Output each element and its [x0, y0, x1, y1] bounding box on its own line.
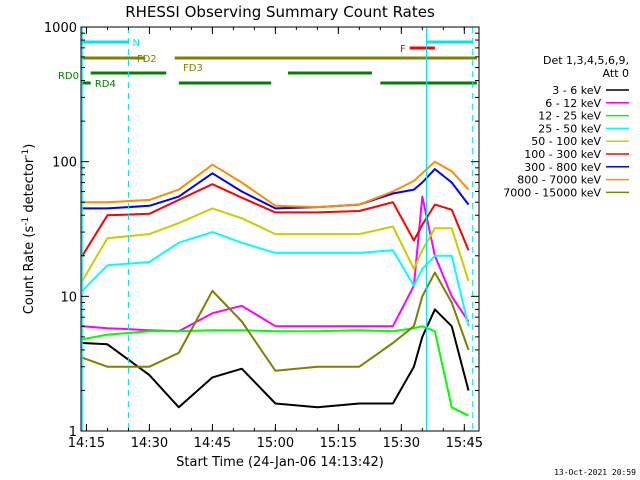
- y-tick-label-2: 100: [52, 156, 77, 171]
- series-line-3: [81, 231, 470, 327]
- legend-label-7: 800 - 7000 keV: [517, 174, 601, 187]
- vertical-marker-layer: [81, 27, 474, 431]
- y-tick-label-1: 10: [60, 290, 77, 305]
- legend-label-6: 300 - 800 keV: [524, 161, 601, 174]
- legend-label-2: 12 - 25 keV: [538, 110, 601, 123]
- legend-label-0: 3 - 6 keV: [552, 84, 601, 97]
- x-tick-label-4: 15:15: [320, 436, 357, 451]
- y-axis-label: Count Rate (s-1 detector-1): [21, 144, 37, 315]
- flag-label-fd2: FD2: [137, 54, 157, 65]
- y-axis-label-sup-1: -1: [21, 217, 31, 226]
- x-tick-label-3: 15:00: [257, 436, 294, 451]
- series-layer: [81, 160, 470, 417]
- axis-layer: 14:15 14:30 14:45 15:00 15:15 15:30 15:45 1 10 10…: [44, 21, 483, 451]
- x-tick-label-5: 15:30: [383, 436, 420, 451]
- flag-label-f: F: [400, 44, 406, 55]
- series-line-8: [81, 271, 470, 372]
- y-axis-label-end: ): [22, 144, 37, 149]
- chart-title: RHESSI Observing Summary Count Rates: [125, 3, 435, 21]
- x-tick-label-6: 15:45: [446, 436, 483, 451]
- flag-label-n: N: [132, 38, 139, 49]
- plot-frame: [80, 26, 480, 432]
- flag-label-fd3: FD3: [183, 63, 203, 74]
- legend-label-4: 50 - 100 keV: [531, 135, 601, 148]
- y-tick-label-0: 1: [69, 425, 77, 440]
- x-axis-label: Start Time (24-Jan-06 14:13:42): [176, 455, 384, 470]
- legend-label-1: 6 - 12 keV: [545, 97, 601, 110]
- generation-timestamp: 13-Oct-2021 20:59: [554, 468, 636, 477]
- series-line-2: [82, 325, 469, 417]
- legend-header-line-1: Det 1,3,4,5,6,9,: [543, 54, 629, 67]
- series-line-4: [81, 207, 470, 282]
- y-axis-label-mid: detector: [22, 157, 37, 217]
- series-line-0: [82, 308, 470, 409]
- x-tick-label-2: 14:45: [194, 436, 231, 451]
- legend-label-3: 25 - 50 keV: [538, 122, 601, 135]
- x-tick-label-1: 14:30: [131, 436, 168, 451]
- flag-label-rd4: RD4: [95, 79, 116, 90]
- flag-label-rd0: RD0: [58, 71, 79, 82]
- legend-header-line-2: Att 0: [603, 67, 629, 80]
- legend-label-8: 7000 - 15000 keV: [503, 186, 601, 199]
- legend-label-5: 100 - 300 keV: [524, 148, 601, 161]
- x-tick-label-0: 14:15: [68, 436, 105, 451]
- series-line-7: [82, 160, 470, 209]
- y-axis-label-main: Count Rate (s: [22, 226, 37, 315]
- y-axis-label-sup-2: -1: [21, 149, 31, 158]
- series-line-5: [81, 183, 470, 257]
- y-tick-label-3: 1000: [44, 21, 77, 36]
